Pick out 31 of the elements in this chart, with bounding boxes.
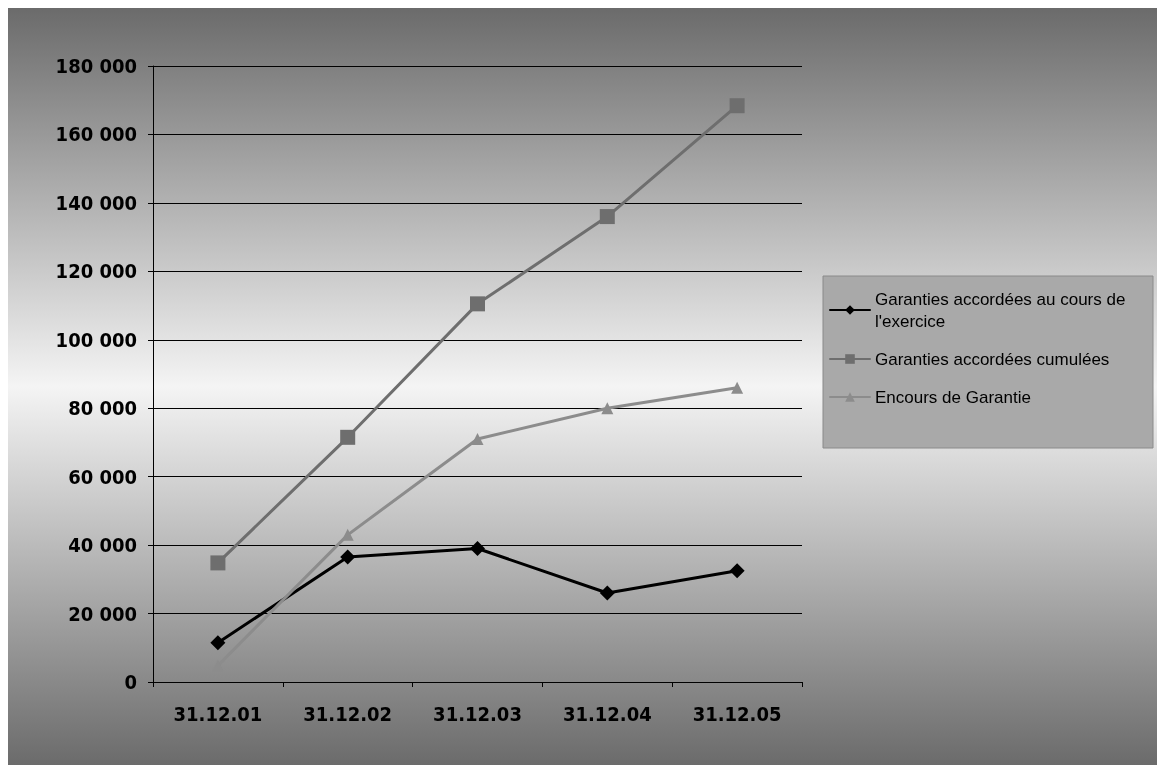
point <box>729 563 745 579</box>
x-tick-label: 31.12.04 <box>562 702 652 726</box>
legend-label: Garanties accordées cumulées <box>875 349 1110 369</box>
legend-label: Garanties accordées au cours de l'exercice <box>875 289 1131 331</box>
y-tick-label: 40 000 <box>68 533 137 558</box>
y-tick-label: 120 000 <box>55 259 137 284</box>
point <box>731 381 744 394</box>
y-tick-label: 100 000 <box>55 327 137 352</box>
point <box>210 635 226 651</box>
point <box>601 402 614 415</box>
y-tick-label: 20 000 <box>68 601 137 626</box>
point <box>210 555 226 571</box>
point <box>470 541 485 557</box>
x-tick-label: 31.12.01 <box>173 702 263 726</box>
y-tick-label: 60 000 <box>68 464 137 489</box>
point <box>470 296 485 312</box>
legend-label: Encours de Garantie <box>875 387 1031 407</box>
point <box>471 433 484 446</box>
x-tick-label: 31.12.05 <box>692 702 782 726</box>
point <box>729 98 745 114</box>
y-tick-label: 140 000 <box>55 190 137 215</box>
point <box>340 549 356 565</box>
point <box>599 585 615 601</box>
y-tick-label: 80 000 <box>68 396 137 421</box>
x-tick-label: 31.12.03 <box>433 702 522 726</box>
x-tick-label: 31.12.02 <box>303 702 393 726</box>
point <box>599 209 615 225</box>
y-tick-label: 180 000 <box>55 54 137 78</box>
y-tick-label: 0 <box>124 670 137 694</box>
y-tick-label: 160 000 <box>55 122 137 147</box>
point <box>340 429 356 445</box>
